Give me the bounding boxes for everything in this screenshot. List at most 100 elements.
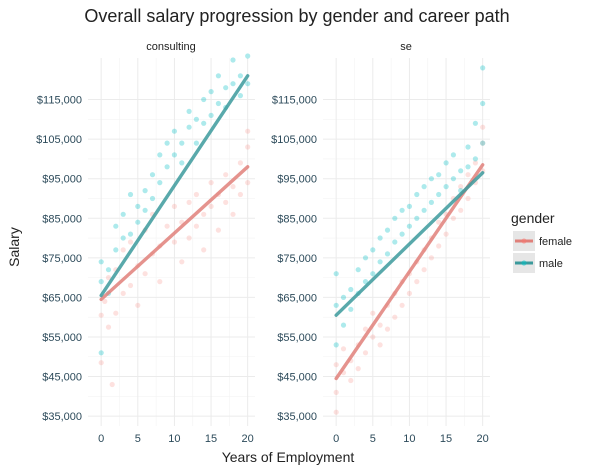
y-tick-label: $95,000 [42, 174, 82, 186]
y-tick-label: $35,000 [42, 411, 82, 423]
data-point-male [480, 65, 486, 71]
data-point-female [157, 279, 163, 285]
data-point-male [208, 89, 214, 95]
legend-keys [513, 231, 535, 273]
data-point-female [201, 247, 207, 253]
data-point-female [465, 172, 471, 178]
data-point-female [120, 290, 126, 296]
data-point-female [215, 227, 221, 233]
data-point-female [109, 381, 115, 388]
x-tick-label: 0 [333, 433, 339, 445]
x-tick-label: 0 [98, 433, 104, 445]
data-point-female [421, 267, 427, 273]
data-point-male [465, 164, 471, 170]
data-point-male [142, 207, 148, 213]
data-point-female [208, 180, 214, 186]
data-point-female [362, 350, 369, 356]
legend-label-male: male [539, 258, 563, 270]
x-axis-ticks-se: 0 5 10 15 20 [333, 433, 489, 445]
panel-strip-consulting: consulting [146, 41, 196, 53]
data-point-male [480, 140, 486, 146]
data-point-female [348, 377, 354, 384]
y-axis-ticks-se: $35,000 $45,000 $55,000 $65,000 $75,000 $85,0… [271, 95, 317, 424]
data-point-male [164, 140, 170, 146]
x-tick-label: 20 [242, 433, 254, 445]
y-tick-label: $85,000 [277, 213, 317, 225]
data-point-female [142, 271, 148, 277]
data-point-male [237, 93, 243, 99]
data-point-male [399, 207, 405, 213]
data-point-female [179, 259, 185, 265]
data-point-male [443, 160, 449, 166]
data-point-male [201, 96, 207, 103]
legend-key-point-female [521, 238, 527, 244]
data-point-male [333, 302, 339, 308]
data-point-female [399, 302, 405, 308]
data-point-male [223, 85, 229, 91]
data-point-male [414, 191, 420, 198]
data-point-male [348, 306, 354, 312]
panel-consulting [88, 53, 255, 426]
data-point-male [421, 184, 427, 190]
data-point-female [245, 144, 251, 150]
data-point-female [480, 140, 486, 146]
data-point-male [414, 215, 420, 221]
x-tick-label: 5 [135, 433, 141, 445]
data-point-female [127, 239, 134, 245]
panel-strip-se: se [400, 41, 412, 53]
y-tick-label: $115,000 [37, 95, 82, 107]
data-point-male [450, 152, 456, 158]
data-point-male [171, 128, 177, 134]
data-point-male [237, 73, 243, 79]
trend-line-male [334, 171, 485, 317]
data-point-female [458, 207, 464, 213]
data-point-male [384, 227, 391, 233]
data-point-female [127, 282, 134, 289]
data-point-male [362, 255, 369, 261]
data-point-female [414, 279, 420, 285]
data-point-male [105, 267, 112, 273]
y-tick-label: $55,000 [277, 332, 317, 344]
data-point-male [428, 199, 434, 205]
data-point-female [428, 255, 434, 261]
data-point-female [333, 362, 339, 368]
data-point-male [245, 53, 251, 59]
data-point-female [465, 195, 471, 202]
data-point-male [230, 57, 236, 63]
data-point-male [186, 124, 192, 130]
data-point-male [362, 279, 369, 285]
data-point-female [120, 247, 126, 253]
data-point-male [340, 294, 347, 300]
trend-line-male [99, 74, 250, 298]
x-tick-label: 20 [477, 433, 489, 445]
data-point-male [406, 223, 412, 229]
data-point-male [193, 140, 199, 146]
data-point-female [98, 312, 104, 318]
data-point-male [193, 116, 199, 122]
legend: gender female male [511, 210, 572, 273]
data-point-male [333, 271, 339, 277]
data-point-male [399, 231, 405, 237]
y-tick-label: $105,000 [36, 134, 82, 146]
data-point-female [245, 180, 251, 186]
data-point-male [392, 215, 398, 221]
data-point-female [436, 219, 442, 225]
data-point-male [142, 188, 148, 194]
data-point-male [480, 100, 486, 107]
data-point-male [472, 120, 478, 126]
data-point-female [193, 223, 199, 229]
data-point-male [179, 140, 185, 146]
data-point-male [127, 231, 134, 237]
data-point-female [237, 160, 243, 166]
data-point-female [223, 199, 229, 205]
x-tick-label: 10 [168, 433, 180, 445]
data-point-female [436, 243, 442, 249]
data-point-male [450, 176, 456, 182]
data-point-male [384, 251, 391, 257]
data-point-female [164, 223, 170, 229]
y-axis-label: Salary [6, 227, 22, 267]
data-point-female [333, 409, 339, 415]
x-axis-ticks-consulting: 0 5 10 15 20 [98, 433, 254, 445]
y-axis-ticks-consulting: $35,000 $45,000 $55,000 $65,000 $75,000 $85,0… [36, 95, 82, 424]
